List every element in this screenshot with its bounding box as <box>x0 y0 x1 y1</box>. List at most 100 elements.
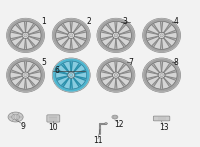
Polygon shape <box>29 70 40 74</box>
Polygon shape <box>73 64 81 73</box>
Polygon shape <box>11 30 22 34</box>
Polygon shape <box>73 38 81 47</box>
Polygon shape <box>152 24 160 33</box>
Polygon shape <box>165 36 176 40</box>
Ellipse shape <box>70 74 73 77</box>
Polygon shape <box>161 22 163 32</box>
Ellipse shape <box>7 19 45 53</box>
Ellipse shape <box>56 61 87 89</box>
Polygon shape <box>106 64 114 73</box>
Polygon shape <box>74 76 85 80</box>
Polygon shape <box>11 70 22 74</box>
Polygon shape <box>70 22 72 32</box>
Polygon shape <box>74 30 85 34</box>
Ellipse shape <box>10 61 41 89</box>
Polygon shape <box>73 24 81 33</box>
Text: 10: 10 <box>49 123 58 132</box>
Polygon shape <box>102 76 113 80</box>
Ellipse shape <box>146 61 177 89</box>
Ellipse shape <box>70 34 73 37</box>
Ellipse shape <box>143 18 180 52</box>
Ellipse shape <box>112 72 119 78</box>
Ellipse shape <box>114 34 118 37</box>
Polygon shape <box>24 62 27 72</box>
Ellipse shape <box>10 61 41 89</box>
Ellipse shape <box>113 116 117 118</box>
FancyBboxPatch shape <box>153 116 170 121</box>
Ellipse shape <box>68 32 75 39</box>
Ellipse shape <box>56 22 86 49</box>
Polygon shape <box>152 64 160 73</box>
Ellipse shape <box>97 18 135 52</box>
Ellipse shape <box>22 32 29 39</box>
Ellipse shape <box>160 34 163 37</box>
Polygon shape <box>106 38 114 47</box>
Polygon shape <box>161 62 163 72</box>
Polygon shape <box>118 64 125 73</box>
Polygon shape <box>11 36 22 40</box>
Ellipse shape <box>100 61 131 89</box>
Text: 4: 4 <box>173 17 178 26</box>
Ellipse shape <box>158 32 165 39</box>
Polygon shape <box>147 76 158 80</box>
Ellipse shape <box>10 21 41 49</box>
Polygon shape <box>115 22 117 32</box>
Ellipse shape <box>100 21 131 49</box>
Polygon shape <box>119 30 130 34</box>
Polygon shape <box>70 62 72 72</box>
Polygon shape <box>29 76 40 80</box>
Polygon shape <box>152 78 160 86</box>
Polygon shape <box>119 76 130 80</box>
Text: 3: 3 <box>123 17 128 26</box>
FancyBboxPatch shape <box>47 115 60 122</box>
Polygon shape <box>57 36 68 40</box>
Text: 5: 5 <box>41 58 46 67</box>
Ellipse shape <box>146 61 177 89</box>
Polygon shape <box>106 24 114 33</box>
Polygon shape <box>115 78 117 88</box>
Ellipse shape <box>146 22 177 49</box>
Ellipse shape <box>8 112 23 122</box>
Polygon shape <box>24 78 27 88</box>
Polygon shape <box>115 39 117 49</box>
Text: 12: 12 <box>114 121 123 130</box>
Polygon shape <box>118 38 125 47</box>
Ellipse shape <box>52 18 90 52</box>
Polygon shape <box>24 22 27 32</box>
Polygon shape <box>147 30 158 34</box>
Ellipse shape <box>143 59 181 93</box>
Polygon shape <box>147 36 158 40</box>
Ellipse shape <box>104 123 107 124</box>
Polygon shape <box>28 24 35 33</box>
Text: 8: 8 <box>173 58 178 67</box>
Ellipse shape <box>53 59 91 93</box>
Polygon shape <box>164 64 171 73</box>
Text: 6: 6 <box>54 66 59 75</box>
Ellipse shape <box>53 19 91 53</box>
Polygon shape <box>165 76 176 80</box>
Ellipse shape <box>146 21 177 49</box>
Polygon shape <box>161 39 163 49</box>
Polygon shape <box>28 64 35 73</box>
Polygon shape <box>70 39 72 49</box>
Ellipse shape <box>114 74 118 77</box>
Polygon shape <box>102 70 113 74</box>
Ellipse shape <box>97 58 135 92</box>
Ellipse shape <box>143 58 180 92</box>
Ellipse shape <box>98 19 135 53</box>
Polygon shape <box>57 30 68 34</box>
Ellipse shape <box>7 18 44 52</box>
Polygon shape <box>119 70 130 74</box>
Polygon shape <box>119 36 130 40</box>
Ellipse shape <box>112 115 118 119</box>
Ellipse shape <box>56 21 87 49</box>
Polygon shape <box>28 38 35 47</box>
Ellipse shape <box>158 72 165 78</box>
Ellipse shape <box>24 34 27 37</box>
Polygon shape <box>62 78 69 86</box>
Text: 2: 2 <box>86 17 91 26</box>
Polygon shape <box>62 24 69 33</box>
Polygon shape <box>16 24 24 33</box>
Polygon shape <box>16 64 24 73</box>
Text: 7: 7 <box>129 58 134 67</box>
